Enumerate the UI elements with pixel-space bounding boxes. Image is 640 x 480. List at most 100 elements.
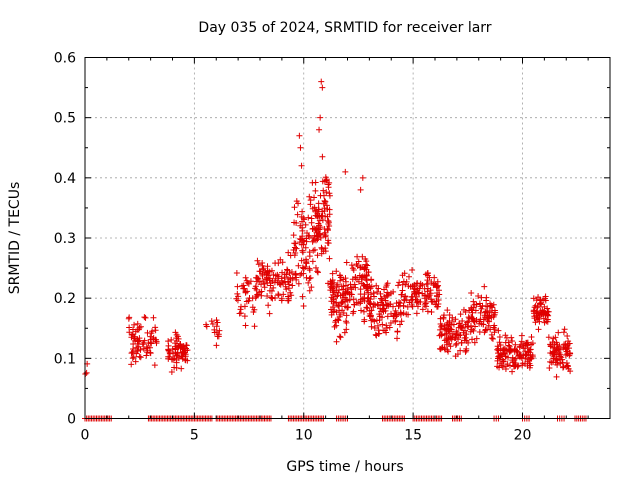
data-point xyxy=(291,240,298,247)
data-point xyxy=(371,318,378,325)
data-point xyxy=(261,280,268,287)
data-point xyxy=(502,339,509,346)
data-point xyxy=(460,329,467,336)
data-point xyxy=(326,190,333,197)
data-point xyxy=(269,295,276,302)
data-point xyxy=(359,273,366,280)
data-point xyxy=(131,321,138,328)
data-point xyxy=(306,275,313,282)
data-point xyxy=(348,262,355,269)
data-point xyxy=(132,358,139,365)
data-point xyxy=(476,328,483,335)
data-point xyxy=(428,278,435,285)
data-point xyxy=(532,319,539,326)
y-tick-label: 0.3 xyxy=(54,231,76,247)
data-point xyxy=(175,335,182,342)
data-point xyxy=(209,320,216,327)
data-point xyxy=(152,324,159,331)
data-point xyxy=(423,298,430,305)
data-point xyxy=(525,352,532,359)
data-point xyxy=(564,363,571,370)
data-point xyxy=(472,323,479,330)
data-point xyxy=(284,267,291,274)
data-point xyxy=(285,249,292,256)
data-point xyxy=(277,281,284,288)
data-point xyxy=(374,288,381,295)
data-point xyxy=(415,289,422,296)
data-point xyxy=(312,187,319,194)
data-point xyxy=(334,302,341,309)
data-point xyxy=(392,307,399,314)
data-point xyxy=(419,290,426,297)
data-point xyxy=(560,329,567,336)
data-point xyxy=(452,341,459,348)
data-point xyxy=(313,237,320,244)
data-point xyxy=(312,264,319,271)
data-point xyxy=(135,343,142,350)
data-point xyxy=(145,340,152,347)
data-point xyxy=(256,268,263,275)
data-point xyxy=(288,292,295,299)
data-point xyxy=(165,338,172,345)
data-point xyxy=(562,351,569,358)
data-point xyxy=(309,225,316,232)
data-point xyxy=(433,303,440,310)
data-point xyxy=(292,271,299,278)
data-point xyxy=(129,349,136,356)
data-point xyxy=(451,335,458,342)
data-point xyxy=(383,292,390,299)
data-point xyxy=(296,235,303,242)
data-point xyxy=(394,335,401,342)
data-point xyxy=(324,213,331,220)
data-point xyxy=(141,337,148,344)
data-point xyxy=(284,297,291,304)
data-point xyxy=(382,307,389,314)
data-point xyxy=(357,186,364,193)
data-point xyxy=(524,362,531,369)
data-point xyxy=(515,352,522,359)
data-point xyxy=(549,339,556,346)
data-point xyxy=(494,355,501,362)
data-point xyxy=(368,323,375,330)
data-point xyxy=(130,354,137,361)
data-point xyxy=(559,364,566,371)
data-point xyxy=(151,362,158,369)
data-point xyxy=(309,258,316,265)
data-point xyxy=(172,340,179,347)
data-point xyxy=(315,233,322,240)
data-point xyxy=(345,304,352,311)
data-point xyxy=(346,290,353,297)
data-point xyxy=(299,264,306,271)
data-point xyxy=(445,327,452,334)
data-point xyxy=(241,313,248,320)
data-point xyxy=(182,357,189,364)
data-point xyxy=(128,361,135,368)
data-point xyxy=(557,360,564,367)
data-point xyxy=(554,361,561,368)
data-point xyxy=(537,307,544,314)
data-point xyxy=(378,296,385,303)
data-point xyxy=(146,344,153,351)
data-point xyxy=(295,280,302,287)
data-point xyxy=(143,352,150,359)
data-point xyxy=(372,331,379,338)
data-point xyxy=(368,283,375,290)
data-point xyxy=(411,281,418,288)
data-point xyxy=(376,313,383,320)
data-point xyxy=(447,332,454,339)
data-point xyxy=(301,237,308,244)
data-point xyxy=(259,259,266,266)
data-point xyxy=(516,343,523,350)
x-tick-label: 20 xyxy=(514,428,532,444)
data-point xyxy=(373,282,380,289)
data-point xyxy=(284,279,291,286)
data-point xyxy=(332,319,339,326)
data-point xyxy=(566,340,573,347)
data-point xyxy=(333,268,340,275)
data-point xyxy=(289,282,296,289)
data-point xyxy=(253,286,260,293)
data-point xyxy=(293,198,300,205)
data-point xyxy=(137,323,144,330)
data-point xyxy=(125,315,132,322)
x-tick-label: 5 xyxy=(190,428,199,444)
